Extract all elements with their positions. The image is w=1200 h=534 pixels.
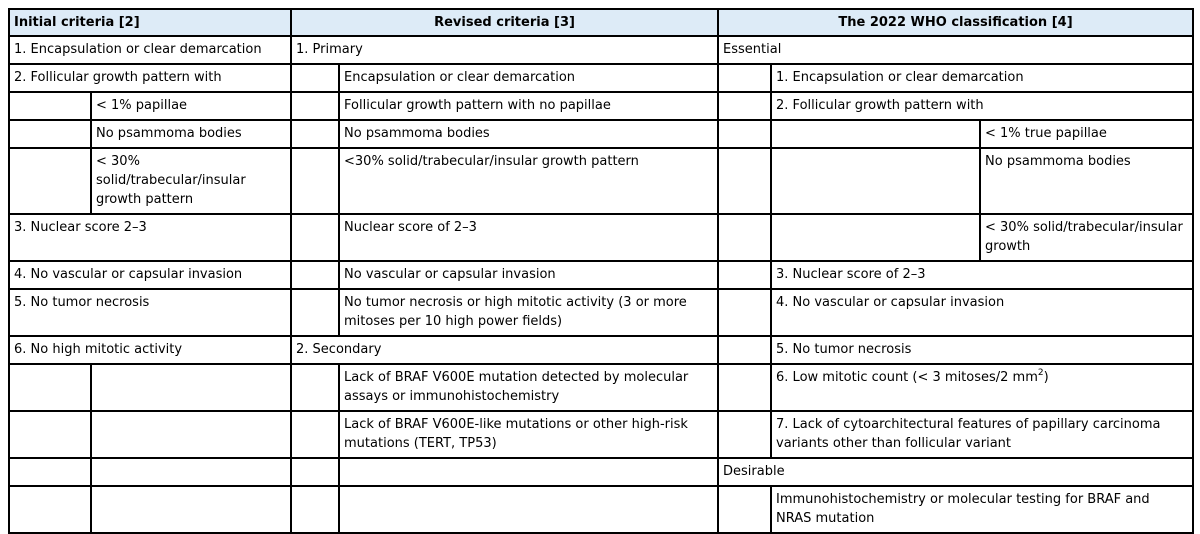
who-essential-2a: < 1% true papillae [979,119,1195,149]
empty-cell [8,410,92,459]
initial-criterion-2c: < 30% solid/trabecular/insular growth pa… [89,147,293,215]
empty-cell [717,260,773,290]
initial-criterion-2: 2. Follicular growth pattern with [7,63,293,93]
empty-cell [717,485,773,534]
table-row: Immunohistochemistry or molecular testin… [8,485,1195,534]
empty-cell [717,119,773,149]
who-essential-4: 4. No vascular or capsular invasion [770,288,1195,337]
table-row: 4. No vascular or capsular invasion No v… [7,260,1195,290]
empty-cell [717,335,773,365]
who-desirable-1: Immunohistochemistry or molecular testin… [770,485,1195,534]
who-essential-1: 1. Encapsulation or clear demarcation [770,63,1195,93]
criteria-comparison-table: Initial criteria [2] Revised criteria [3… [7,8,1195,534]
empty-cell [8,147,92,215]
revised-primary-2: Follicular growth pattern with no papill… [338,91,720,121]
empty-cell [290,213,341,262]
initial-criterion-5: 5. No tumor necrosis [7,288,293,337]
empty-cell [770,147,982,215]
table-row: 1. Encapsulation or clear demarcation 1.… [7,35,1195,65]
initial-criterion-4: 4. No vascular or capsular invasion [7,260,293,290]
revised-primary-7: No tumor necrosis or high mitotic activi… [338,288,720,337]
header-who-classification: The 2022 WHO classification [4] [717,8,1195,37]
empty-cell [717,91,773,121]
initial-criterion-2a: < 1% papillae [89,91,293,121]
empty-cell [290,363,341,412]
revised-secondary-2: Lack of BRAF V600E-like mutations or oth… [338,410,720,459]
empty-cell [717,63,773,93]
initial-criterion-1: 1. Encapsulation or clear demarcation [7,35,293,65]
empty-cell [8,119,92,149]
revised-primary-6: No vascular or capsular invasion [338,260,720,290]
empty-cell [89,363,293,412]
empty-cell [290,457,341,487]
revised-primary-3: No psammoma bodies [338,119,720,149]
table-row: 6. No high mitotic activity 2. Secondary… [7,335,1195,365]
header-row: Initial criteria [2] Revised criteria [3… [7,8,1195,37]
table-row: 2. Follicular growth pattern with Encaps… [7,63,1195,93]
header-revised-criteria: Revised criteria [3] [290,8,720,37]
initial-criterion-3: 3. Nuclear score 2–3 [7,213,293,262]
revised-primary-4: <30% solid/trabecular/insular growth pat… [338,147,720,215]
revised-secondary-1: Lack of BRAF V600E mutation detected by … [338,363,720,412]
initial-criterion-2b: No psammoma bodies [89,119,293,149]
empty-cell [290,91,341,121]
initial-criterion-6: 6. No high mitotic activity [7,335,293,365]
empty-cell [290,260,341,290]
empty-cell [89,410,293,459]
empty-cell [770,213,982,262]
who-essential-6-text: 6. Low mitotic count (< 3 mitoses/2 mm [776,370,1038,385]
empty-cell [338,485,720,534]
table-row: < 1% papillae Follicular growth pattern … [8,91,1195,121]
empty-cell [290,485,341,534]
empty-cell [290,119,341,149]
empty-cell [89,457,293,487]
who-essential-2: 2. Follicular growth pattern with [770,91,1195,121]
empty-cell [717,213,773,262]
who-essential-2c: < 30% solid/trabecular/insular growth [979,213,1195,262]
empty-cell [290,63,341,93]
who-essential-6: 6. Low mitotic count (< 3 mitoses/2 mm2) [770,363,1195,412]
who-essential-5: 5. No tumor necrosis [770,335,1195,365]
empty-cell [8,485,92,534]
empty-cell [8,91,92,121]
table-row: 5. No tumor necrosis No tumor necrosis o… [7,288,1195,337]
revised-primary-5: Nuclear score of 2–3 [338,213,720,262]
table-row: < 30% solid/trabecular/insular growth pa… [8,147,1195,215]
who-essential-6-close: ) [1043,370,1049,385]
who-essential-2b: No psammoma bodies [979,147,1195,215]
header-initial-criteria: Initial criteria [2] [7,8,293,37]
empty-cell [290,288,341,337]
table-row: Lack of BRAF V600E-like mutations or oth… [8,410,1195,459]
empty-cell [338,457,720,487]
revised-primary-heading: 1. Primary [290,35,720,65]
who-desirable-heading: Desirable [717,457,1195,487]
table-row: No psammoma bodies No psammoma bodies < … [8,119,1195,149]
who-essential-7: 7. Lack of cytoarchitectural features of… [770,410,1195,459]
table-row: Desirable [8,457,1195,487]
empty-cell [290,410,341,459]
empty-cell [8,457,92,487]
empty-cell [717,363,773,412]
revised-secondary-heading: 2. Secondary [290,335,720,365]
empty-cell [770,119,982,149]
empty-cell [89,485,293,534]
who-essential-6-superscript: 2 [1037,368,1044,378]
empty-cell [8,363,92,412]
revised-primary-1: Encapsulation or clear demarcation [338,63,720,93]
who-essential-heading: Essential [717,35,1195,65]
who-essential-3: 3. Nuclear score of 2–3 [770,260,1195,290]
table-row: 3. Nuclear score 2–3 Nuclear score of 2–… [7,213,1195,262]
empty-cell [717,410,773,459]
empty-cell [717,147,773,215]
table-row: Lack of BRAF V600E mutation detected by … [8,363,1195,412]
empty-cell [717,288,773,337]
empty-cell [290,147,341,215]
